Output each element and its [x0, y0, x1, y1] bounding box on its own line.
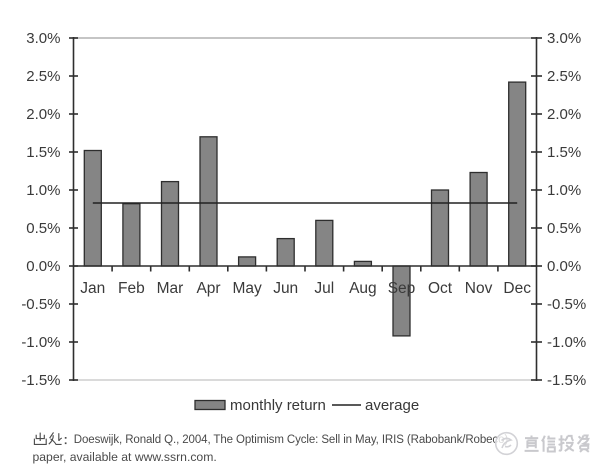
svg-text:Aug: Aug [349, 280, 377, 297]
svg-text:2.0%: 2.0% [547, 106, 581, 123]
svg-text:Oct: Oct [428, 280, 453, 297]
svg-text:1.0%: 1.0% [547, 182, 581, 199]
svg-text:Dec: Dec [503, 280, 531, 297]
svg-text:-1.0%: -1.0% [21, 334, 60, 351]
svg-text:-1.5%: -1.5% [547, 372, 586, 389]
svg-text:3.0%: 3.0% [547, 30, 581, 47]
svg-text:2.0%: 2.0% [26, 106, 60, 123]
svg-text:3.0%: 3.0% [26, 30, 60, 47]
svg-text:1.5%: 1.5% [26, 144, 60, 161]
svg-text:Mar: Mar [157, 280, 184, 297]
svg-text:Nov: Nov [465, 280, 493, 297]
svg-text:Sep: Sep [388, 280, 416, 297]
svg-text:May: May [232, 280, 262, 297]
svg-text:monthly return: monthly return [230, 397, 326, 414]
svg-text:Jun: Jun [273, 280, 298, 297]
svg-text:Jan: Jan [80, 280, 105, 297]
svg-text:1.5%: 1.5% [547, 144, 581, 161]
svg-text:Jul: Jul [314, 280, 334, 297]
svg-text:-1.0%: -1.0% [547, 334, 586, 351]
svg-text:0.0%: 0.0% [26, 258, 60, 275]
svg-text:0.5%: 0.5% [547, 220, 581, 237]
svg-text:1.0%: 1.0% [26, 182, 60, 199]
svg-text:Apr: Apr [196, 280, 220, 297]
svg-text:0.0%: 0.0% [547, 258, 581, 275]
svg-text:Feb: Feb [118, 280, 145, 297]
svg-text:2.5%: 2.5% [26, 68, 60, 85]
svg-text:-0.5%: -0.5% [21, 296, 60, 313]
svg-text:-0.5%: -0.5% [547, 296, 586, 313]
svg-text:0.5%: 0.5% [26, 220, 60, 237]
svg-text:2.5%: 2.5% [547, 68, 581, 85]
svg-text:-1.5%: -1.5% [21, 372, 60, 389]
svg-text:average: average [365, 397, 419, 414]
